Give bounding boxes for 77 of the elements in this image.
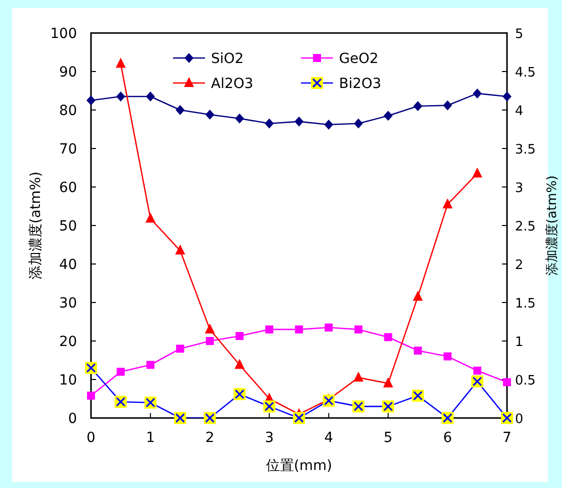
point (87, 392, 95, 400)
y2-tick-label: 3.5 (515, 142, 536, 158)
y-tick-label: 80 (59, 103, 77, 119)
legend-label: Al2O3 (211, 76, 254, 92)
point (354, 118, 363, 128)
point (353, 372, 364, 382)
x-tick-label: 0 (86, 430, 96, 446)
point (413, 101, 422, 112)
point (472, 168, 482, 178)
y-tick-label: 40 (59, 257, 77, 273)
point (145, 212, 156, 223)
point (442, 198, 453, 208)
point (205, 110, 214, 120)
y2-tick-label: 1 (515, 335, 524, 350)
point (176, 105, 185, 115)
y-tick-label: 90 (59, 64, 77, 80)
point (116, 58, 126, 68)
y2-tick-label: 5 (515, 27, 524, 42)
y2-axis-title: 添加濃度(atm%) (544, 175, 560, 276)
legend-label: GeO2 (339, 51, 378, 67)
point (175, 244, 186, 255)
point (86, 95, 96, 106)
point (443, 100, 452, 110)
y-tick-label: 100 (50, 26, 77, 42)
point (383, 377, 394, 388)
point (265, 325, 274, 334)
y2-tick-label: 2.5 (515, 220, 536, 234)
point (502, 92, 512, 102)
y-tick-label: 0 (68, 411, 77, 427)
point (384, 110, 393, 121)
point (176, 344, 184, 353)
y2-tick-label: 0 (515, 412, 524, 427)
point (294, 116, 304, 127)
point (384, 333, 392, 342)
y2-tick-label: 4 (515, 104, 524, 119)
point (324, 120, 334, 130)
y-axis-title: 添加濃度(atm%) (28, 172, 44, 280)
y-tick-label: 70 (59, 142, 77, 158)
point (236, 332, 244, 340)
point (412, 290, 423, 301)
y-tick-label: 60 (59, 180, 77, 196)
y2-tick-label: 1.5 (515, 296, 536, 312)
point (234, 358, 245, 369)
point (473, 366, 482, 375)
point (146, 360, 154, 369)
point (204, 323, 215, 334)
y2-tick-label: 0.5 (515, 374, 536, 388)
y-tick-label: 10 (59, 372, 77, 388)
point (264, 118, 274, 128)
point (503, 378, 511, 386)
y-tick-label: 20 (59, 334, 77, 350)
y2-tick-label: 4.5 (515, 66, 536, 80)
x-tick-label: 6 (443, 430, 452, 446)
x-tick-label: 4 (324, 430, 334, 446)
x-tick-label: 3 (264, 430, 274, 446)
point (414, 346, 422, 355)
y2-tick-label: 2 (515, 258, 524, 273)
y2-tick-label: 3 (515, 181, 524, 196)
point (206, 337, 214, 345)
point (324, 324, 333, 332)
point (354, 325, 362, 334)
point (235, 113, 244, 124)
x-tick-label: 5 (384, 430, 393, 446)
x-tick-label: 7 (502, 430, 512, 446)
point (472, 88, 482, 98)
y-tick-label: 30 (59, 296, 77, 312)
x-tick-label: 2 (205, 430, 214, 446)
point (116, 92, 126, 102)
point (444, 352, 452, 360)
legend-label: SiO2 (211, 51, 244, 67)
point (116, 368, 125, 376)
y-tick-label: 50 (59, 218, 77, 234)
point (146, 92, 155, 102)
x-tick-label: 1 (146, 430, 155, 446)
legend-label: Bi2O3 (339, 76, 382, 92)
point (295, 325, 303, 334)
x-axis-title: 位置(mm) (266, 458, 332, 474)
